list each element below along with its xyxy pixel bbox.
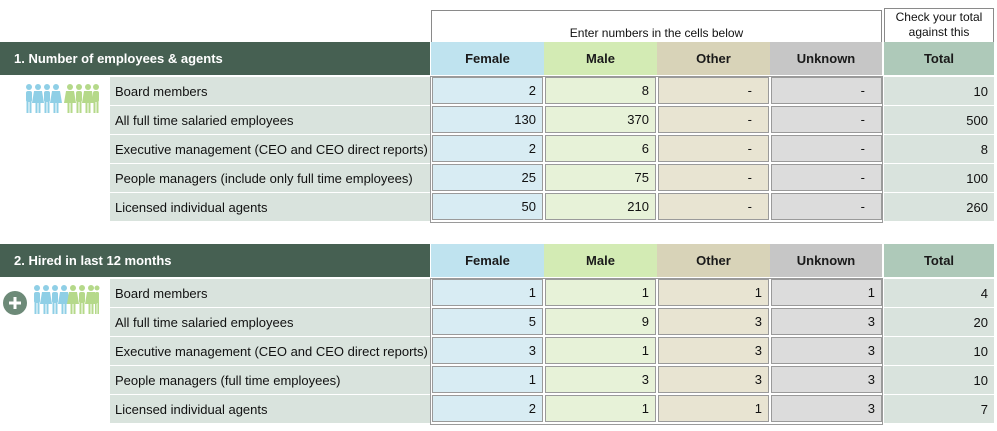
row-label: All full time salaried employees: [110, 106, 431, 134]
other-input-cell[interactable]: -: [658, 193, 769, 220]
section1-col-male: Male: [544, 42, 657, 75]
total-value: 7: [884, 395, 994, 423]
other-input-cell[interactable]: 3: [658, 308, 769, 335]
male-input-cell[interactable]: 3: [545, 366, 656, 393]
unknown-input-cell[interactable]: -: [771, 77, 882, 104]
total-value: 500: [884, 106, 994, 134]
unknown-input-cell[interactable]: 3: [771, 366, 882, 393]
section2-col-female: Female: [431, 244, 544, 277]
unknown-input-cell[interactable]: 3: [771, 337, 882, 364]
total-value: 10: [884, 77, 994, 105]
row-label: Executive management (CEO and CEO direct…: [110, 135, 431, 163]
unknown-input-cell[interactable]: 3: [771, 308, 882, 335]
male-input-cell[interactable]: 75: [545, 164, 656, 191]
section2-col-total: Total: [884, 244, 994, 277]
section1-col-other: Other: [657, 42, 770, 75]
unknown-input-cell[interactable]: -: [771, 135, 882, 162]
unknown-input-cell[interactable]: -: [771, 164, 882, 191]
unknown-input-cell[interactable]: 1: [771, 279, 882, 306]
female-input-cell[interactable]: 3: [432, 337, 543, 364]
section1-col-female: Female: [431, 42, 544, 75]
row-label: Board members: [110, 77, 431, 105]
section2-col-unknown: Unknown: [770, 244, 882, 277]
unknown-input-cell[interactable]: 3: [771, 395, 882, 422]
other-input-cell[interactable]: 1: [658, 395, 769, 422]
check-total-note: Check your total against this: [884, 8, 994, 42]
row-label: Licensed individual agents: [110, 395, 431, 423]
male-input-cell[interactable]: 370: [545, 106, 656, 133]
male-input-cell[interactable]: 6: [545, 135, 656, 162]
enter-numbers-note: Enter numbers in the cells below: [431, 10, 882, 42]
section1-col-unknown: Unknown: [770, 42, 882, 75]
row-label: People managers (full time employees): [110, 366, 431, 394]
other-input-cell[interactable]: -: [658, 135, 769, 162]
total-value: 100: [884, 164, 994, 192]
total-value: 4: [884, 279, 994, 307]
check-total-line2: against this: [908, 25, 970, 39]
male-input-cell[interactable]: 9: [545, 308, 656, 335]
row-label: All full time salaried employees: [110, 308, 431, 336]
other-input-cell[interactable]: -: [658, 106, 769, 133]
female-input-cell[interactable]: 1: [432, 279, 543, 306]
row-label: People managers (include only full time …: [110, 164, 431, 192]
section2-col-male: Male: [544, 244, 657, 277]
male-input-cell[interactable]: 1: [545, 337, 656, 364]
row-label: Executive management (CEO and CEO direct…: [110, 337, 431, 365]
other-input-cell[interactable]: 1: [658, 279, 769, 306]
section1-col-total: Total: [884, 42, 994, 75]
total-value: 20: [884, 308, 994, 336]
male-input-cell[interactable]: 1: [545, 279, 656, 306]
total-value: 260: [884, 193, 994, 221]
other-input-cell[interactable]: 3: [658, 337, 769, 364]
male-input-cell[interactable]: 210: [545, 193, 656, 220]
section2-col-other: Other: [657, 244, 770, 277]
row-label: Licensed individual agents: [110, 193, 431, 221]
other-input-cell[interactable]: -: [658, 164, 769, 191]
enter-numbers-text: Enter numbers in the cells below: [569, 26, 744, 40]
female-input-cell[interactable]: 1: [432, 366, 543, 393]
female-input-cell[interactable]: 5: [432, 308, 543, 335]
section2-title: 2. Hired in last 12 months: [14, 253, 172, 268]
add-people-icon: [2, 284, 100, 318]
male-input-cell[interactable]: 8: [545, 77, 656, 104]
male-input-cell[interactable]: 1: [545, 395, 656, 422]
section2-title-bar: 2. Hired in last 12 months: [0, 244, 430, 277]
total-value: 8: [884, 135, 994, 163]
section1-title: 1. Number of employees & agents: [14, 51, 223, 66]
other-input-cell[interactable]: -: [658, 77, 769, 104]
female-input-cell[interactable]: 50: [432, 193, 543, 220]
other-input-cell[interactable]: 3: [658, 366, 769, 393]
total-value: 10: [884, 366, 994, 394]
section1-title-bar: 1. Number of employees & agents: [0, 42, 430, 75]
female-input-cell[interactable]: 2: [432, 135, 543, 162]
total-value: 10: [884, 337, 994, 365]
female-input-cell[interactable]: 130: [432, 106, 543, 133]
people-group-icon: [24, 83, 100, 115]
female-input-cell[interactable]: 25: [432, 164, 543, 191]
unknown-input-cell[interactable]: -: [771, 106, 882, 133]
female-input-cell[interactable]: 2: [432, 395, 543, 422]
unknown-input-cell[interactable]: -: [771, 193, 882, 220]
female-input-cell[interactable]: 2: [432, 77, 543, 104]
row-label: Board members: [110, 279, 431, 307]
check-total-line1: Check your total: [895, 10, 983, 24]
